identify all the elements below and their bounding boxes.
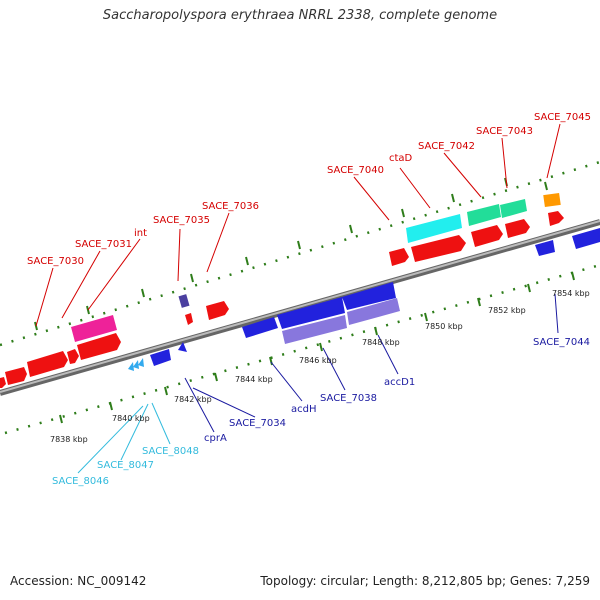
label-int[interactable]: int (134, 228, 147, 239)
kbp-label: 7844 kbp (235, 375, 273, 384)
genome-summary-text: Topology: circular; Length: 8,212,805 bp… (260, 574, 590, 588)
label-cpra[interactable]: cprA (204, 433, 227, 444)
label-sace8046[interactable]: SACE_8046 (52, 476, 109, 487)
gene-fwd-2[interactable] (27, 351, 68, 377)
gene-cpra[interactable] (178, 342, 187, 352)
top-dotted-guide (0, 160, 600, 435)
gene-fwd-6[interactable] (548, 211, 564, 226)
gene-fwd-4[interactable] (77, 333, 121, 360)
gene-sace7040[interactable] (389, 248, 409, 266)
cyan-label-leaders (77, 402, 171, 474)
label-acdh[interactable]: acdH (291, 404, 317, 415)
kbp-label: 7838 kbp (50, 435, 88, 444)
bottom-label-leaders (184, 293, 559, 433)
label-sace7040[interactable]: SACE_7040 (327, 165, 384, 176)
label-sace7045[interactable]: SACE_7045 (534, 112, 591, 123)
gene-sace7042-red[interactable] (471, 225, 503, 247)
gene-sace7038[interactable] (282, 315, 347, 344)
label-sace7035[interactable]: SACE_7035 (153, 215, 210, 226)
label-sace7042[interactable]: SACE_7042 (418, 141, 475, 152)
reverse-genes (128, 228, 600, 371)
gene-acdh-2[interactable] (342, 282, 396, 310)
gene-ctad[interactable] (406, 214, 462, 243)
top-labels: SACE_7030 SACE_7031 int SACE_7035 SACE_7… (27, 112, 591, 267)
kbp-label: 7852 kbp (488, 306, 526, 315)
accession-text: Accession: NC_009142 (10, 574, 147, 588)
kbp-label: 7846 kbp (299, 356, 337, 365)
gene-sace7042[interactable] (467, 204, 501, 226)
gene-ctad-1[interactable] (411, 235, 466, 262)
label-sace8048[interactable]: SACE_8048 (142, 446, 199, 457)
label-sace8047[interactable]: SACE_8047 (97, 460, 154, 471)
gene-sace8048[interactable] (150, 349, 171, 366)
gene-sace7030[interactable] (0, 377, 6, 388)
kbp-label: 7842 kbp (174, 395, 212, 404)
gene-sace7043[interactable] (500, 199, 527, 218)
label-ctad[interactable]: ctaD (389, 153, 413, 164)
gene-fwd-5[interactable] (185, 313, 193, 325)
forward-genes (0, 192, 564, 388)
label-sace7030[interactable]: SACE_7030 (27, 256, 84, 267)
gene-sace7036[interactable] (206, 301, 229, 320)
scale-ticks (34, 177, 575, 424)
gene-sace7044[interactable] (535, 240, 555, 256)
kbp-label: 7840 kbp (112, 414, 150, 423)
kbp-label: 7848 kbp (362, 338, 400, 347)
gene-sace7035-small[interactable] (178, 294, 190, 308)
label-sace7038[interactable]: SACE_7038 (320, 393, 377, 404)
label-sace7036[interactable]: SACE_7036 (202, 201, 259, 212)
chromosome-backbone (0, 219, 600, 396)
gene-sace7045[interactable] (543, 192, 561, 208)
kbp-label: 7854 kbp (552, 289, 590, 298)
kbp-label: 7850 kbp (425, 322, 463, 331)
bottom-labels: SACE_8046 SACE_8047 SACE_8048 cprA SACE_… (52, 337, 590, 487)
label-sace7043[interactable]: SACE_7043 (476, 126, 533, 137)
gene-int[interactable] (71, 315, 117, 342)
gene-rev-end[interactable] (572, 228, 600, 249)
gene-sace7034[interactable] (242, 317, 278, 338)
gene-sace8046-arrows[interactable] (128, 358, 144, 371)
label-sace7034[interactable]: SACE_7034 (229, 418, 286, 429)
gene-fwd-3[interactable] (67, 349, 79, 364)
label-sace7044[interactable]: SACE_7044 (533, 337, 590, 348)
map-title: Saccharopolyspora erythraea NRRL 2338, c… (102, 8, 498, 23)
gene-acdh[interactable] (277, 297, 345, 329)
label-accd1[interactable]: accD1 (384, 377, 415, 388)
top-label-leaders (35, 123, 561, 327)
gene-fwd-1[interactable] (5, 367, 27, 385)
gene-sace7043-red[interactable] (505, 219, 530, 238)
label-sace7031[interactable]: SACE_7031 (75, 239, 132, 250)
gene-accd1[interactable] (347, 298, 400, 325)
kbp-labels: 7838 kbp 7840 kbp 7842 kbp 7844 kbp 7846… (50, 289, 590, 444)
